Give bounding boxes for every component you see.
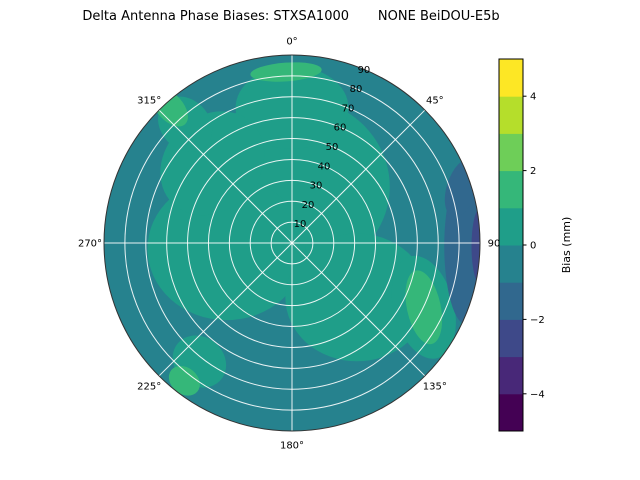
radial-tick-label: 10 <box>294 219 307 230</box>
colorbar-band <box>499 245 523 283</box>
colorbar-tick-label: 2 <box>530 166 536 177</box>
contour-region <box>250 62 322 82</box>
colorbar-band <box>499 96 523 134</box>
angular-tick-label: 0° <box>286 37 297 48</box>
colorbar: −4 −2 0 2 4 Bias (mm) <box>498 58 573 432</box>
colorbar-band <box>499 356 523 395</box>
grid-spoke <box>291 109 426 244</box>
angular-tick-label: 270° <box>78 239 102 250</box>
radial-tick-label: 80 <box>350 84 363 95</box>
grid-spoke <box>158 242 293 377</box>
colorbar-band <box>499 170 523 209</box>
polar-grid <box>104 55 480 431</box>
colorbar-band <box>499 133 523 172</box>
angular-tick-label: 90 <box>488 239 501 250</box>
contour-region <box>147 177 306 321</box>
radial-tick-label: 70 <box>342 103 355 114</box>
colorbar-band <box>499 319 523 358</box>
radial-tick-label: 30 <box>310 181 323 192</box>
colorbar-tick-label: −2 <box>530 315 545 326</box>
angular-tick-label: 135° <box>423 381 447 392</box>
radial-tick-label: 60 <box>334 123 347 134</box>
colorbar-band <box>499 59 523 97</box>
chart-title: Delta Antenna Phase Biases: STXSA1000 NO… <box>82 9 500 24</box>
colorbar-band <box>499 393 523 432</box>
colorbar-tick-label: 0 <box>530 241 536 252</box>
angular-tick-label: 180° <box>280 441 304 452</box>
colorbar-band <box>499 207 523 246</box>
colorbar-label: Bias (mm) <box>560 217 573 274</box>
radial-tick-label: 20 <box>302 200 315 211</box>
contour-region <box>168 365 200 396</box>
colorbar-band <box>499 282 523 320</box>
radial-tick-label: 40 <box>318 161 331 172</box>
grid-spoke <box>291 242 426 377</box>
angular-tick-label: 45° <box>426 96 444 107</box>
colorbar-tick-label: 4 <box>530 92 536 103</box>
polar-spine <box>103 54 481 432</box>
radial-tick-label: 50 <box>326 142 339 153</box>
angular-tick-labels: 0° 45° 90 135° 180° 225° 270° 315° <box>78 37 500 452</box>
grid-spoke <box>158 109 293 244</box>
angular-tick-label: 225° <box>137 381 161 392</box>
radial-tick-label: 90 <box>358 65 371 76</box>
radial-tick-labels: 10 20 30 40 50 60 70 80 90 <box>294 65 371 230</box>
contour-region <box>285 233 429 362</box>
colorbar-tick-label: −4 <box>530 389 545 400</box>
angular-tick-label: 315° <box>137 96 161 107</box>
